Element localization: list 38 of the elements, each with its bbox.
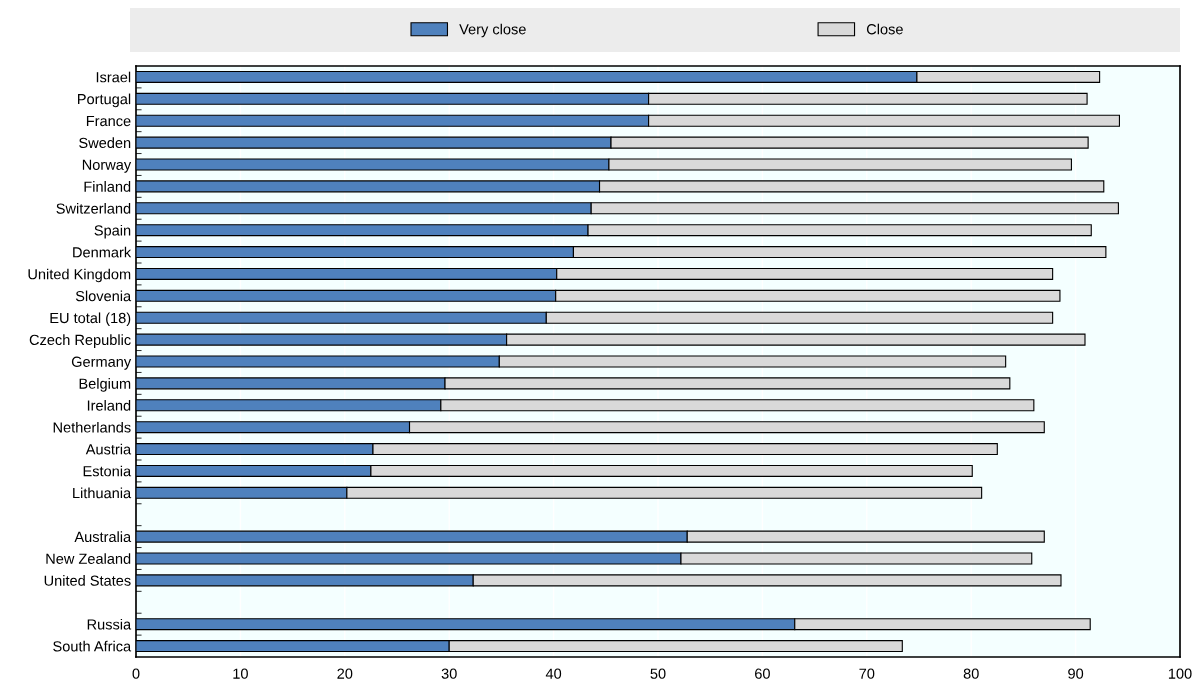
y-tick-label: Netherlands — [53, 421, 131, 433]
x-tick-label: 90 — [1068, 668, 1084, 679]
x-tick-label: 70 — [859, 668, 875, 679]
y-tick-label: Ireland — [87, 399, 131, 411]
x-tick-label: 30 — [441, 668, 457, 679]
y-tick-label: Israel — [96, 71, 131, 83]
y-tick-label: Portugal — [78, 93, 131, 108]
y-tick-label: New Zealand — [46, 553, 131, 564]
y-tick-label: Sweden — [79, 137, 131, 149]
y-tick-label: Russia — [87, 618, 132, 630]
y-tick-label: Spain — [94, 224, 131, 239]
y-tick-label: South Africa — [53, 640, 132, 652]
x-tick-label: 40 — [545, 668, 562, 679]
y-tick-label: Slovenia — [75, 290, 132, 302]
y-tick-label: United Kingdom — [28, 268, 131, 283]
y-tick-label: Finland — [84, 181, 131, 192]
y-tick-label: Austria — [85, 443, 132, 455]
y-tick-label: Australia — [74, 531, 132, 543]
x-tick-label: 50 — [650, 668, 666, 679]
legend-label: Close — [866, 23, 903, 35]
y-tick-label: Estonia — [83, 465, 132, 477]
x-tick-label: 0 — [132, 668, 140, 679]
y-tick-label: United States — [44, 575, 131, 586]
x-tick-label: 60 — [755, 668, 770, 679]
x-tick-label: 10 — [233, 668, 248, 679]
x-tick-label: 20 — [337, 668, 353, 679]
x-tick-label: 80 — [963, 668, 979, 679]
y-tick-label: Czech Republic — [29, 334, 131, 348]
y-tick-label: Denmark — [73, 246, 132, 258]
y-tick-label: France — [86, 115, 131, 127]
y-tick-label: Germany — [71, 356, 132, 370]
y-tick-label: Norway — [82, 159, 132, 173]
y-tick-label: Belgium — [79, 378, 131, 392]
legend-label: Very close — [459, 23, 526, 38]
y-tick-label: Lithuania — [73, 487, 132, 499]
y-tick-label: EU total (18) — [50, 312, 131, 327]
x-tick-label: 100 — [1168, 668, 1192, 679]
y-tick-label: Switzerland — [56, 202, 131, 214]
